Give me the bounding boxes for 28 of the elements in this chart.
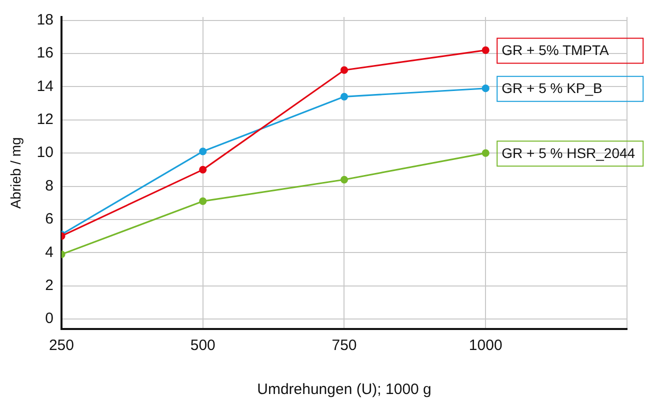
- point: [482, 46, 490, 54]
- series-label: GR + 5% TMPTA: [502, 42, 610, 58]
- y-tick-label: 4: [45, 244, 54, 261]
- y-tick-label: 2: [45, 276, 54, 294]
- point: [482, 149, 490, 157]
- y-tick-label: 0: [45, 310, 54, 328]
- point: [199, 197, 207, 206]
- point: [199, 166, 207, 174]
- series-label: GR + 5 % KP_B: [502, 80, 602, 96]
- x-tick-label: 750: [332, 337, 357, 354]
- y-axis-title: Abrieb / mg: [7, 137, 24, 209]
- y-tick-label: 6: [45, 210, 54, 228]
- y-tick-label: 12: [36, 111, 54, 128]
- y-tick-label: 16: [36, 44, 54, 62]
- x-axis-title: Umdrehungen (U); 1000 g: [257, 381, 432, 398]
- y-tick-label: 10: [36, 144, 54, 162]
- y-tick-label: 14: [36, 78, 54, 95]
- point: [340, 66, 348, 74]
- y-tick-label: 8: [45, 177, 54, 194]
- y-tick-label: 18: [36, 11, 54, 28]
- series-label: GR + 5 % HSR_2044: [502, 144, 636, 161]
- point: [340, 92, 348, 100]
- x-tick-label: 250: [48, 337, 74, 354]
- x-tick-label: 500: [190, 337, 216, 354]
- point: [482, 84, 490, 92]
- point: [340, 176, 348, 184]
- x-tick-label: 1000: [468, 337, 502, 354]
- point: [199, 148, 207, 156]
